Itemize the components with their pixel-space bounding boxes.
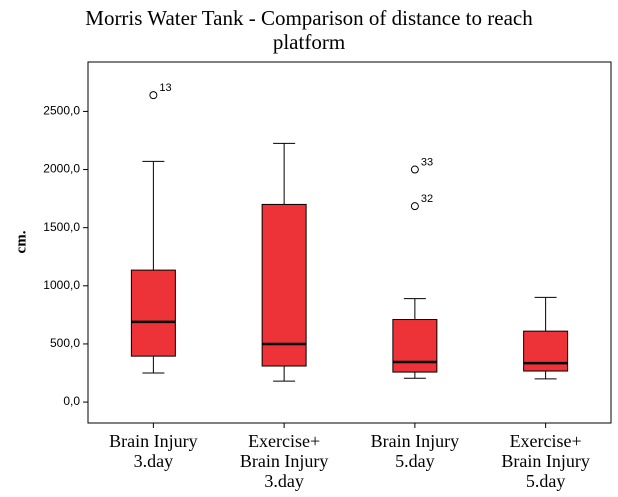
box bbox=[261, 203, 307, 367]
x-tick-label: Exercise+ bbox=[248, 431, 320, 451]
x-tick-label: Exercise+ bbox=[510, 431, 582, 451]
x-tick-label: Brain Injury bbox=[371, 431, 459, 451]
box bbox=[130, 269, 176, 357]
outlier-label: 33 bbox=[421, 156, 433, 168]
x-tick-label: 5.day bbox=[526, 471, 566, 491]
chart-title: platform bbox=[273, 30, 345, 54]
y-tick-label: 1500,0 bbox=[43, 220, 80, 234]
outlier bbox=[410, 202, 419, 211]
chart-title: Morris Water Tank - Comparison of distan… bbox=[85, 6, 533, 30]
x-tick-label: Brain Injury bbox=[109, 431, 197, 451]
x-tick-label: 3.day bbox=[134, 451, 174, 471]
y-tick-label: 2000,0 bbox=[43, 162, 80, 176]
box bbox=[523, 330, 569, 372]
x-tick-label: 5.day bbox=[395, 451, 435, 471]
x-tick-label: Brain Injury bbox=[240, 451, 328, 471]
outlier-label: 32 bbox=[421, 193, 433, 205]
box bbox=[392, 319, 438, 373]
y-axis-label: cm. bbox=[13, 230, 29, 253]
plot-frame bbox=[87, 61, 612, 424]
outlier-label: 13 bbox=[159, 82, 171, 94]
y-tick-label: 2500,0 bbox=[43, 104, 80, 118]
outlier bbox=[149, 91, 158, 100]
y-tick-label: 0,0 bbox=[63, 394, 80, 408]
y-tick-label: 500,0 bbox=[50, 336, 80, 350]
x-tick-label: 3.day bbox=[264, 471, 304, 491]
y-tick-label: 1000,0 bbox=[43, 278, 80, 292]
outlier bbox=[410, 165, 419, 174]
x-tick-label: Brain Injury bbox=[501, 451, 589, 471]
